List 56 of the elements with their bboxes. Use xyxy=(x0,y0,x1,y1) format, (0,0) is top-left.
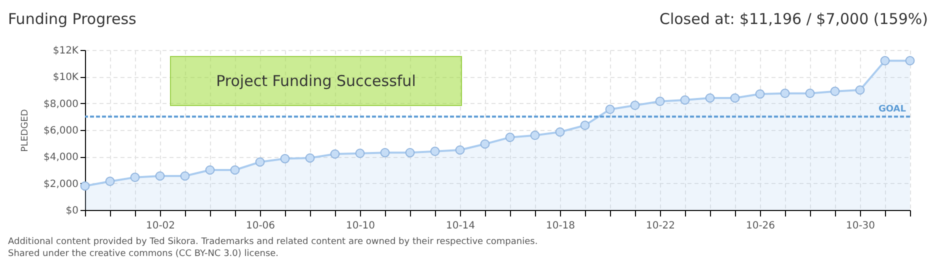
point xyxy=(255,157,265,167)
x-tick-label: 10-10 xyxy=(346,220,376,232)
text: Shared under the creative commons (CC BY-NC 3.0) license. xyxy=(8,248,280,260)
point xyxy=(155,171,165,181)
y-tick-label: $4,000 xyxy=(44,152,78,164)
point xyxy=(405,148,415,158)
x-tick-label: 10-18 xyxy=(546,220,576,232)
point xyxy=(130,172,140,182)
point xyxy=(630,100,640,110)
y-tick-label: $0 xyxy=(66,206,78,216)
point xyxy=(755,89,765,99)
point xyxy=(705,93,715,103)
success-banner: Project Funding Successful xyxy=(170,56,462,106)
point xyxy=(605,104,615,114)
point xyxy=(830,86,840,96)
x-tick-label: 10-22 xyxy=(646,220,676,232)
point xyxy=(680,95,690,105)
point xyxy=(855,85,865,95)
point xyxy=(905,56,915,66)
y-tick-label: $12K xyxy=(52,46,79,56)
point xyxy=(730,93,740,103)
x-tick-label: 10-30 xyxy=(846,220,876,232)
x-tick-label: 10-02 xyxy=(146,220,176,232)
point xyxy=(530,130,540,140)
point xyxy=(880,56,890,66)
point xyxy=(105,176,115,186)
y-tick-label: $10K xyxy=(52,72,79,84)
point xyxy=(180,171,190,181)
point xyxy=(330,149,340,159)
point xyxy=(305,153,315,163)
y-axis-title: PLEDGED xyxy=(20,109,31,152)
y-tick-label: $6,000 xyxy=(44,126,78,136)
point xyxy=(505,132,515,142)
point xyxy=(455,145,465,155)
point xyxy=(555,127,565,137)
point xyxy=(480,139,490,149)
point xyxy=(655,96,665,106)
y-tick-label: $8,000 xyxy=(44,98,78,110)
ref-line-label: GOAL xyxy=(878,104,906,115)
point xyxy=(280,154,290,164)
point xyxy=(230,165,240,175)
point xyxy=(580,120,590,130)
x-tick-label: 10-14 xyxy=(446,220,476,232)
chart-title: Funding Progress xyxy=(8,10,136,28)
y-tick-label: $2,000 xyxy=(44,178,78,190)
x-tick-label: 10-26 xyxy=(746,220,776,232)
point xyxy=(205,165,215,175)
point xyxy=(80,181,90,191)
point xyxy=(430,146,440,156)
point xyxy=(355,148,365,158)
point xyxy=(805,88,815,98)
point xyxy=(780,88,790,98)
point xyxy=(380,148,390,158)
x-tick-label: 10-06 xyxy=(246,220,276,232)
text: Closed at: $11,196 / $7,000 (159%) xyxy=(659,10,928,28)
text: Additional content provided by Ted Sikora. Trademarks and related content are owned by their respective companies. xyxy=(8,236,538,248)
